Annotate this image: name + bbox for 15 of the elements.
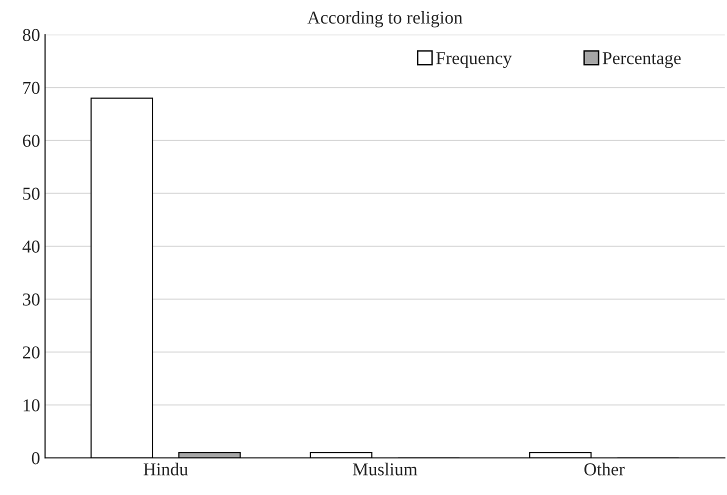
chart-title: According to religion (307, 11, 462, 28)
x-tick-label: Hindu (144, 462, 188, 476)
y-tick-label: 40 (22, 240, 40, 253)
legend-label: Frequency (436, 52, 512, 68)
y-tick-label: 0 (32, 452, 40, 464)
y-tick-label: 80 (22, 28, 40, 42)
legend-label: Percentage (602, 52, 681, 68)
x-tick-label: Muslium (352, 462, 418, 476)
y-tick-label: 20 (22, 346, 40, 359)
y-tick-label: 30 (23, 293, 40, 306)
x-tick-label: Other (584, 462, 625, 476)
y-tick-label: 60 (22, 134, 40, 147)
y-tick-label: 10 (24, 399, 40, 412)
y-tick-label: 70 (23, 82, 40, 94)
y-tick-label: 50 (23, 188, 40, 200)
